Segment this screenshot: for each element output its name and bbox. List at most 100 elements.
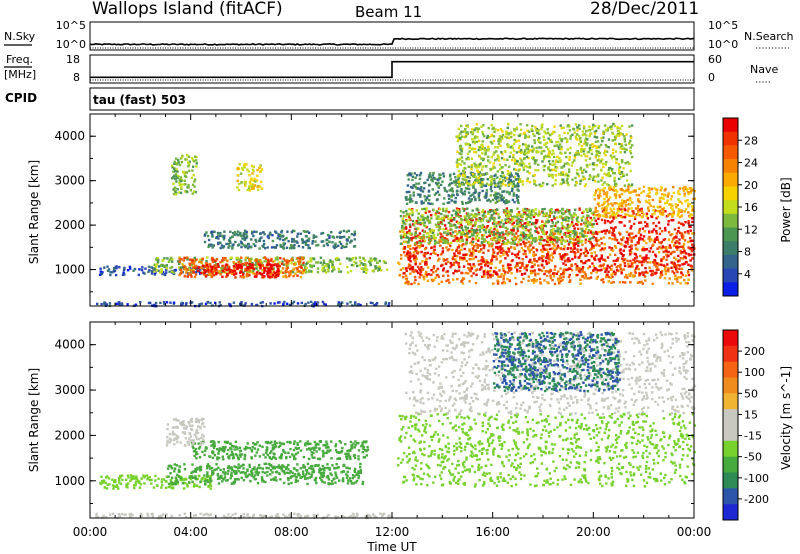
power-cell	[440, 264, 443, 267]
power-cell	[548, 160, 551, 163]
power-cell	[404, 215, 407, 218]
power-cell	[434, 252, 437, 255]
power-cell	[537, 231, 540, 235]
power-cell	[556, 244, 560, 247]
power-cell	[594, 244, 598, 247]
power-cell	[496, 200, 499, 203]
power-cell	[304, 230, 307, 233]
power-cell	[529, 243, 532, 246]
power-cell	[574, 251, 577, 255]
power-cell	[180, 183, 183, 186]
power-cell	[539, 236, 542, 240]
power-cell	[223, 230, 226, 233]
power-cell	[258, 247, 261, 250]
power-cell	[589, 209, 592, 213]
power-cell	[492, 282, 495, 285]
power-cell	[642, 235, 646, 238]
power-cell	[560, 145, 563, 149]
power-cell	[494, 246, 498, 249]
power-cell	[450, 181, 454, 185]
power-cell	[530, 279, 534, 282]
power-cell	[241, 166, 244, 170]
power-cell	[441, 216, 444, 219]
power-cell	[503, 236, 506, 240]
power-cell	[470, 173, 473, 176]
power-cell	[642, 246, 645, 249]
power-cell	[430, 231, 433, 234]
power-cell	[474, 188, 477, 191]
power-cell	[199, 268, 202, 271]
power-cell	[653, 240, 656, 244]
power-cell	[612, 270, 616, 273]
power-cell	[498, 187, 502, 190]
power-cell	[447, 221, 451, 224]
power-cell	[153, 270, 156, 273]
power-cell	[555, 216, 559, 219]
power-cell	[470, 252, 473, 255]
power-cell	[538, 235, 541, 238]
power-cell	[483, 147, 487, 150]
power-cell	[153, 263, 156, 266]
power-cell	[410, 237, 413, 240]
power-cell	[526, 213, 529, 216]
power-cell	[573, 247, 576, 250]
power-cell	[474, 238, 478, 241]
power-cell	[610, 264, 613, 268]
power-cell	[560, 242, 563, 245]
power-cell	[614, 236, 617, 240]
power-cell	[680, 222, 683, 225]
power-cell	[115, 266, 118, 270]
power-cell	[418, 236, 421, 239]
power-cell	[597, 239, 600, 242]
power-cell	[513, 175, 516, 179]
power-cell	[556, 238, 560, 241]
power-cell	[550, 259, 553, 262]
power-cell	[469, 242, 472, 245]
power-cell	[212, 244, 215, 247]
power-cell	[315, 235, 318, 238]
power-cell	[313, 303, 316, 306]
power-cell	[562, 232, 566, 236]
power-cell	[620, 144, 624, 147]
power-cell	[485, 165, 488, 168]
power-cell	[499, 260, 502, 263]
power-cell	[562, 253, 565, 257]
power-cell	[358, 264, 362, 267]
power-cell	[622, 147, 626, 150]
power-cell	[438, 239, 441, 242]
power-cell	[191, 157, 194, 160]
power-cell	[568, 125, 571, 128]
power-cell	[574, 233, 577, 236]
power-cell	[137, 273, 140, 277]
power-cell	[473, 141, 477, 145]
power-cell	[449, 178, 452, 181]
power-cell	[633, 269, 637, 272]
power-cell	[404, 254, 407, 257]
power-cell	[562, 275, 565, 279]
power-cell	[476, 136, 479, 139]
power-cell	[500, 198, 504, 202]
power-cell	[670, 266, 673, 269]
power-cell	[459, 163, 463, 166]
power-cell	[581, 274, 585, 278]
power-cell	[225, 268, 228, 272]
power-cell	[432, 234, 436, 237]
power-cell	[669, 233, 672, 237]
power-cell	[653, 271, 656, 275]
power-cell	[593, 257, 596, 261]
power-cell	[611, 148, 615, 151]
power-cell	[402, 226, 405, 230]
power-cell	[487, 198, 491, 201]
power-cell	[501, 282, 504, 285]
power-cell	[577, 270, 581, 273]
power-cell	[499, 128, 503, 131]
power-cell	[178, 262, 181, 266]
power-cell	[419, 218, 422, 221]
power-cell	[524, 250, 527, 253]
power-cell	[579, 240, 582, 243]
power-cell	[262, 271, 266, 274]
power-cell	[550, 219, 553, 222]
power-cell	[259, 262, 262, 265]
power-cell	[649, 269, 652, 273]
power-cell	[590, 243, 593, 246]
